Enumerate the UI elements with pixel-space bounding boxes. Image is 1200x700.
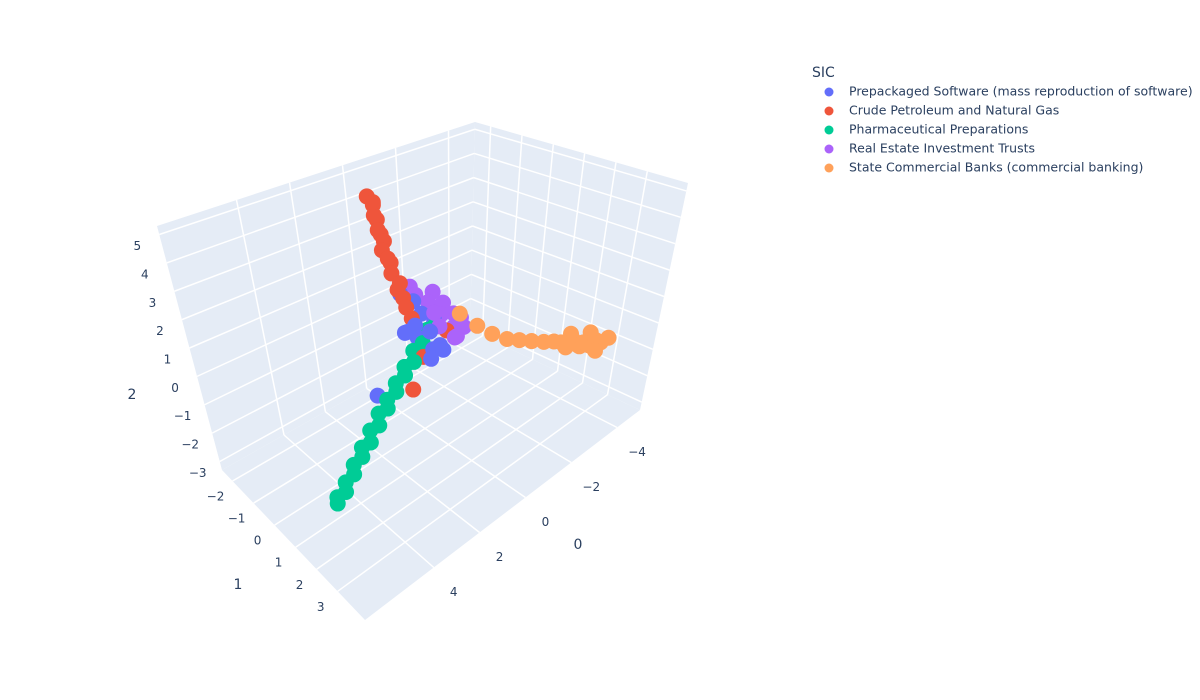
grid-line [274,358,533,526]
y-tick-label: −2 [207,490,225,504]
y-tick-label: −1 [228,512,246,526]
z-tick-label: 1 [164,353,172,367]
legend-label: Pharmaceutical Preparations [849,122,1028,137]
z-tick-label: 2 [156,324,164,338]
y-tick-label: 0 [254,534,262,548]
grid-line [166,152,475,264]
z-tick-label: −3 [189,466,207,480]
legend: SIC Prepackaged Software (mass reproduct… [812,65,1193,175]
grid-line [283,434,435,569]
z-tick-label: 4 [141,267,149,281]
grid-line [407,364,572,464]
grid-line [316,382,583,570]
data-point [469,317,486,334]
legend-label: State Commercial Banks (commercial banki… [849,160,1143,175]
data-point [484,325,501,342]
z-tick-label: 0 [171,381,179,395]
grid-line [472,225,665,298]
legend-marker [824,125,834,135]
data-point [362,422,379,439]
grid-line [295,370,558,548]
floor-plane [222,330,640,620]
data-point [499,331,516,348]
y-tick-label: 2 [296,578,304,592]
data-point [329,495,346,512]
grid-line [232,335,483,482]
grid-line [472,201,670,271]
data-point [511,332,528,349]
data-point [523,333,540,350]
grid-line [159,128,476,236]
grid-line [471,249,659,324]
data-point [364,194,381,211]
data-point [557,339,574,356]
z-tick-label: −1 [174,409,192,423]
legend-label: Real Estate Investment Trusts [849,141,1035,156]
data-point [446,329,463,346]
grid-line [189,225,473,349]
z-tick-label: 5 [133,239,141,253]
grid-line [324,411,481,534]
grid-line [196,249,473,378]
legend-marker [824,106,834,116]
legend-marker [824,163,834,173]
data-point [365,207,382,224]
z-axis-title: 2 [128,387,137,403]
x-tick-label: −4 [628,445,646,459]
legend-marker [824,87,834,97]
scene-points [329,188,617,512]
grid-line [337,394,608,592]
y-tick-label: 1 [275,556,283,570]
legend-marker [824,144,834,154]
x-tick-label: −2 [582,480,600,494]
legend-label: Prepackaged Software (mass reproduction … [849,84,1193,99]
legend-label: Crude Petroleum and Natural Gas [849,103,1059,118]
grid-line [471,273,654,350]
grid-line [448,340,618,429]
grid-line [474,128,687,192]
x-tick-label: 4 [450,585,458,599]
y-tick-label: 3 [317,600,325,614]
data-point [435,341,452,358]
grid-line [474,152,681,219]
data-point [370,405,387,422]
grid-line [473,176,676,245]
z-tick-label: 3 [149,296,157,310]
data-point [426,304,443,321]
y-axis-title: 1 [234,577,243,593]
x-axis-title: 0 [574,537,583,553]
data-point [575,334,592,351]
grid-line [174,176,474,292]
data-point [586,342,603,359]
data-point [391,275,408,292]
legend-title: SIC [812,65,835,81]
x-tick-label: 2 [496,550,504,564]
data-point [407,317,424,334]
z-tick-label: −2 [181,438,199,452]
data-point [451,305,468,322]
data-point [423,350,440,367]
data-point [405,381,422,398]
x-tick-label: 0 [542,515,550,529]
data-point [422,323,439,340]
grid-line [181,201,474,321]
data-point [379,250,396,267]
